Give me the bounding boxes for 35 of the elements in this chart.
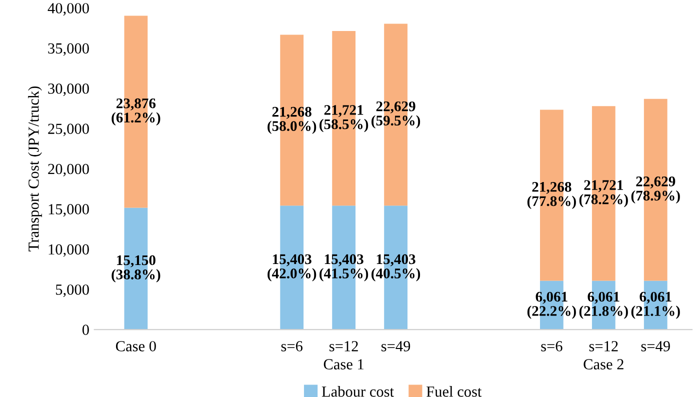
y-tick-label: 15,000 (48, 204, 89, 217)
y-tick-label: 25,000 (48, 124, 89, 136)
data-label: 15,150 (38.8%) (112, 255, 160, 282)
data-label: 15,403 (42.0%) (268, 254, 316, 282)
y-tick-label: 30,000 (48, 83, 89, 96)
text: Case 2 (584, 359, 624, 370)
x-tick-label: s=6 (541, 341, 562, 352)
y-tick-label: 35,000 (48, 43, 89, 56)
x-tick-label: s=12 (589, 341, 618, 352)
data-label: 23,876 (61.2%) (112, 98, 160, 126)
data-label: 15,403 (40.5%) (372, 254, 420, 282)
data-label: 6,061 (22.2%) (527, 292, 576, 319)
y-tick-label: 10,000 (48, 244, 89, 257)
x-tick-label: Case 0 (116, 341, 156, 352)
data-label: 6,061 (21.1%) (631, 292, 680, 319)
y-tick-label: 40,000 (48, 3, 89, 16)
data-label: 6,061 (21.8%) (579, 292, 628, 319)
x-tick-label: s=49 (381, 341, 410, 352)
data-label: 21,721 (58.5%) (320, 105, 368, 132)
data-label: 22,629 (78.9%) (631, 176, 680, 204)
x-tick-label: s=49 (641, 341, 670, 352)
x-tick-label: s=6 (281, 341, 302, 352)
legend-label: Fuel cost (426, 386, 482, 397)
data-label: 21,268 (77.8%) (527, 182, 576, 210)
legend-label: Labour cost (322, 386, 394, 397)
y-tick-label: 20,000 (48, 164, 89, 176)
text: Case 1 (324, 359, 364, 370)
data-label: 21,721 (78.2%) (579, 180, 628, 208)
y-tick-label: 0 (82, 324, 89, 335)
y-axis-title: Transport Cost (JPY/truck) (28, 86, 42, 252)
data-label: 15,403 (41.5%) (320, 254, 368, 282)
data-label: 22,629 (59.5%) (372, 101, 420, 128)
y-tick-label: 5,000 (56, 284, 89, 297)
x-tick-label: s=12 (330, 341, 358, 352)
data-label: 21,268 (58.0%) (268, 106, 316, 134)
